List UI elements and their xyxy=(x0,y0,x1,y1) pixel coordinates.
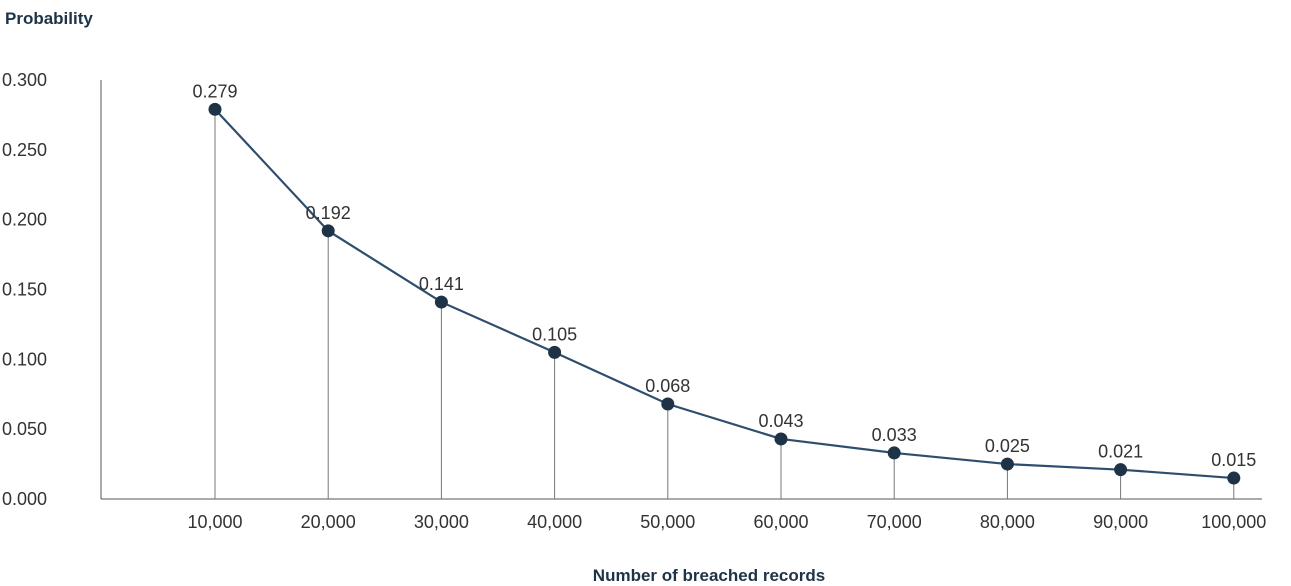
data-label: 0.105 xyxy=(532,324,577,344)
x-tick-label: 20,000 xyxy=(301,512,356,532)
data-label: 0.192 xyxy=(306,203,351,223)
y-tick-label: 0.200 xyxy=(2,210,47,230)
x-tick-label: 10,000 xyxy=(187,512,242,532)
data-label: 0.141 xyxy=(419,274,464,294)
y-tick-label: 0.000 xyxy=(2,489,47,509)
series: 0.279 0.192 0.141 0.105 0.068 0.043 0.033 0.025… xyxy=(192,81,1256,485)
x-tick-label: 40,000 xyxy=(527,512,582,532)
y-tick-label: 0.100 xyxy=(2,349,47,369)
x-tick-label: 60,000 xyxy=(753,512,808,532)
data-point xyxy=(434,295,448,309)
x-tick-label: 90,000 xyxy=(1093,512,1148,532)
x-tick-label: 70,000 xyxy=(867,512,922,532)
data-label: 0.279 xyxy=(192,81,237,101)
data-label: 0.021 xyxy=(1098,442,1143,462)
x-tick-label: 30,000 xyxy=(414,512,469,532)
data-label: 0.015 xyxy=(1211,450,1256,470)
data-label: 0.025 xyxy=(985,436,1030,456)
data-point xyxy=(321,224,335,238)
data-point xyxy=(661,397,675,411)
data-point xyxy=(1227,471,1241,485)
data-point xyxy=(774,432,788,446)
drop-lines xyxy=(214,109,1235,499)
y-tick-label: 0.150 xyxy=(2,280,47,300)
x-axis-title: Number of breached records xyxy=(593,566,825,585)
data-label: 0.043 xyxy=(758,411,803,431)
y-tick-label: 0.250 xyxy=(2,140,47,160)
data-label: 0.033 xyxy=(872,425,917,445)
axes xyxy=(100,80,1262,500)
data-point xyxy=(208,102,222,116)
x-tick-label: 50,000 xyxy=(640,512,695,532)
y-tick-label: 0.050 xyxy=(2,419,47,439)
data-point xyxy=(887,446,901,460)
y-axis-title: Probability xyxy=(5,9,93,28)
x-tick-label: 80,000 xyxy=(980,512,1035,532)
data-point xyxy=(1000,457,1014,471)
data-point xyxy=(548,345,562,359)
y-tick-label: 0.300 xyxy=(2,70,47,90)
data-label: 0.068 xyxy=(645,376,690,396)
series-line xyxy=(214,108,1234,480)
tick-labels: 0.000 0.050 0.100 0.150 0.200 0.250 0.300 10,00… xyxy=(2,70,1266,532)
data-point xyxy=(1114,463,1128,477)
x-tick-label: 100,000 xyxy=(1201,512,1266,532)
